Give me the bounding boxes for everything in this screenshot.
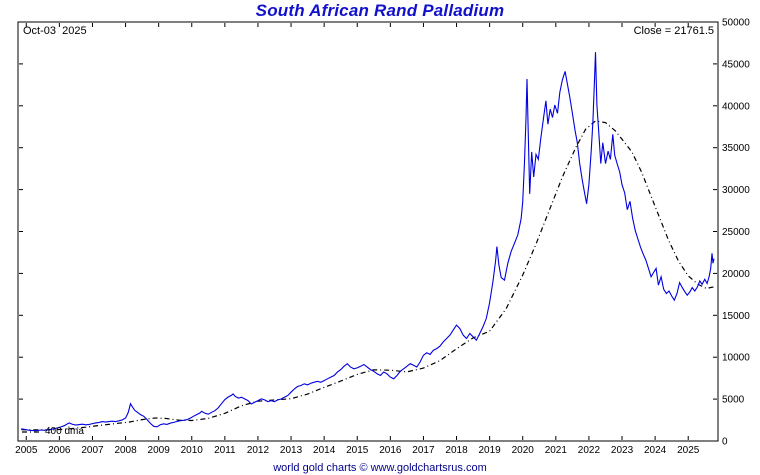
- dma-legend-label: 400 dma: [45, 426, 84, 437]
- dma-line: [21, 120, 715, 431]
- x-tick-label: 2011: [214, 445, 236, 456]
- x-tick-label: 2022: [578, 445, 601, 456]
- page-title: South African Rand Palladium: [255, 1, 505, 20]
- x-tick-label: 2019: [479, 445, 502, 456]
- y-tick-label: 5000: [722, 395, 745, 406]
- close-value-label: Close = 21761.5: [633, 25, 714, 37]
- x-tick-label: 2016: [379, 445, 402, 456]
- x-tick-label: 2024: [644, 445, 667, 456]
- x-tick-label: 2023: [611, 445, 634, 456]
- y-tick-label: 30000: [722, 185, 750, 196]
- x-tick-label: 2010: [181, 445, 204, 456]
- y-tick-label: 35000: [722, 143, 750, 154]
- y-tick-label: 20000: [722, 269, 750, 280]
- x-tick-label: 2007: [81, 445, 104, 456]
- y-tick-label: 45000: [722, 59, 750, 70]
- y-tick-label: 10000: [722, 353, 750, 364]
- as-of-date-label: Oct-03 2025: [23, 25, 87, 37]
- footer-credit: world gold charts © www.goldchartsrus.co…: [273, 462, 487, 474]
- x-tick-label: 2021: [545, 445, 568, 456]
- x-tick-label: 2025: [677, 445, 700, 456]
- dma-line-sample-icon: [22, 430, 42, 433]
- y-tick-label: 15000: [722, 311, 750, 322]
- x-tick-label: 2015: [346, 445, 369, 456]
- plot-border: [17, 21, 719, 442]
- price-line: [21, 52, 715, 432]
- x-tick-label: 2006: [48, 445, 71, 456]
- x-tick-label: 2017: [412, 445, 435, 456]
- x-tick-label: 2014: [313, 445, 336, 456]
- legend: 400 dma: [22, 426, 84, 437]
- y-tick-label: 40000: [722, 101, 750, 112]
- y-tick-label: 50000: [722, 18, 750, 29]
- x-tick-label: 2013: [280, 445, 303, 456]
- x-tick-label: 2009: [148, 445, 171, 456]
- x-tick-label: 2012: [247, 445, 270, 456]
- x-tick-label: 2008: [114, 445, 137, 456]
- y-tick-label: 0: [722, 437, 728, 448]
- x-tick-label: 2005: [15, 445, 38, 456]
- x-tick-label: 2020: [512, 445, 535, 456]
- x-tick-label: 2018: [445, 445, 468, 456]
- y-tick-label: 25000: [722, 227, 750, 238]
